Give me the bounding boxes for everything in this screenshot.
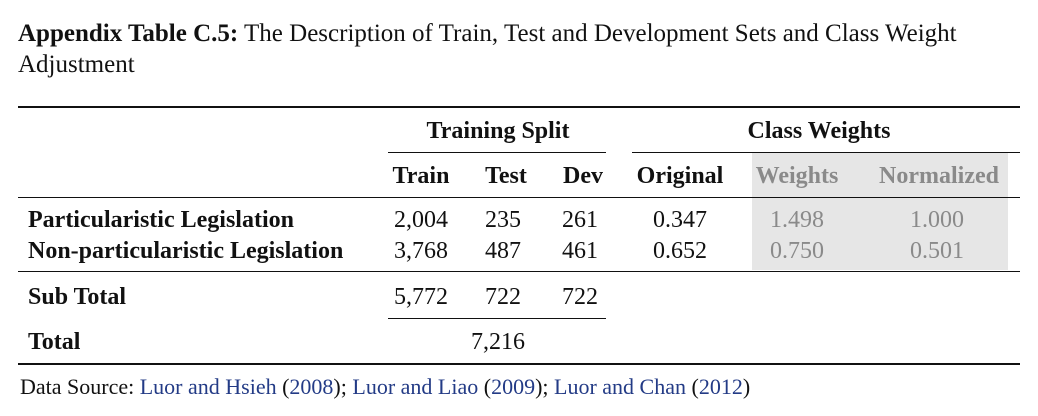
header-rule [18,197,1020,198]
citation-year-link[interactable]: 2012 [698,374,743,399]
caption-label: Appendix Table C.5: [18,20,239,47]
bottom-rule [18,363,1020,365]
citation-link[interactable]: Luor and Liao [352,374,479,399]
cell-test: 487 [485,238,521,264]
cell-normalized: 0.501 [910,238,964,264]
weights-shade [752,153,1008,270]
cell-original: 0.652 [653,238,707,264]
source-prefix: Data Source: [20,374,140,399]
col-header-train: Train [392,163,450,189]
data-source-note: Data Source: Luor and Hsieh (2008); Luor… [20,374,751,399]
cell-train: 2,004 [394,207,448,233]
cell-weights: 0.750 [770,238,824,264]
row-label-non-particularistic: Non-particularistic Legislation [28,238,344,264]
citation-year-link[interactable]: 2008 [289,374,334,399]
subtotal-train: 5,772 [394,284,448,310]
row-label-total: Total [28,329,81,355]
col-header-normalized: Normalized [879,163,999,189]
body-rule [18,271,1020,272]
col-header-test: Test [485,163,527,189]
row-label-particularistic: Particularistic Legislation [28,207,294,233]
citation-link[interactable]: Luor and Chan [554,374,686,399]
group-header-training-split: Training Split [426,118,570,144]
top-rule [18,106,1020,108]
cell-dev: 461 [562,238,598,264]
citation-link[interactable]: Luor and Hsieh [139,374,277,399]
group-header-class-weights: Class Weights [747,118,891,144]
cell-normalized: 1.000 [910,207,964,233]
cell-train: 3,768 [394,238,448,264]
subtotal-underline [388,318,606,319]
row-label-subtotal: Sub Total [28,284,127,310]
total-value: 7,216 [471,329,525,355]
col-header-weights: Weights [755,163,839,189]
table-caption: Appendix Table C.5: The Description of T… [18,18,1023,80]
cell-test: 235 [485,207,521,233]
cell-original: 0.347 [653,207,707,233]
cell-dev: 261 [562,207,598,233]
subtotal-dev: 722 [562,284,598,310]
citation-year-link[interactable]: 2009 [491,374,536,399]
col-header-original: Original [636,163,724,189]
caption-text: The Description of Train, Test and Devel… [18,20,957,78]
col-header-dev: Dev [563,163,603,189]
training-split-underline [388,152,606,153]
class-weights-underline [632,152,1020,153]
subtotal-test: 722 [485,284,521,310]
cell-weights: 1.498 [770,207,824,233]
